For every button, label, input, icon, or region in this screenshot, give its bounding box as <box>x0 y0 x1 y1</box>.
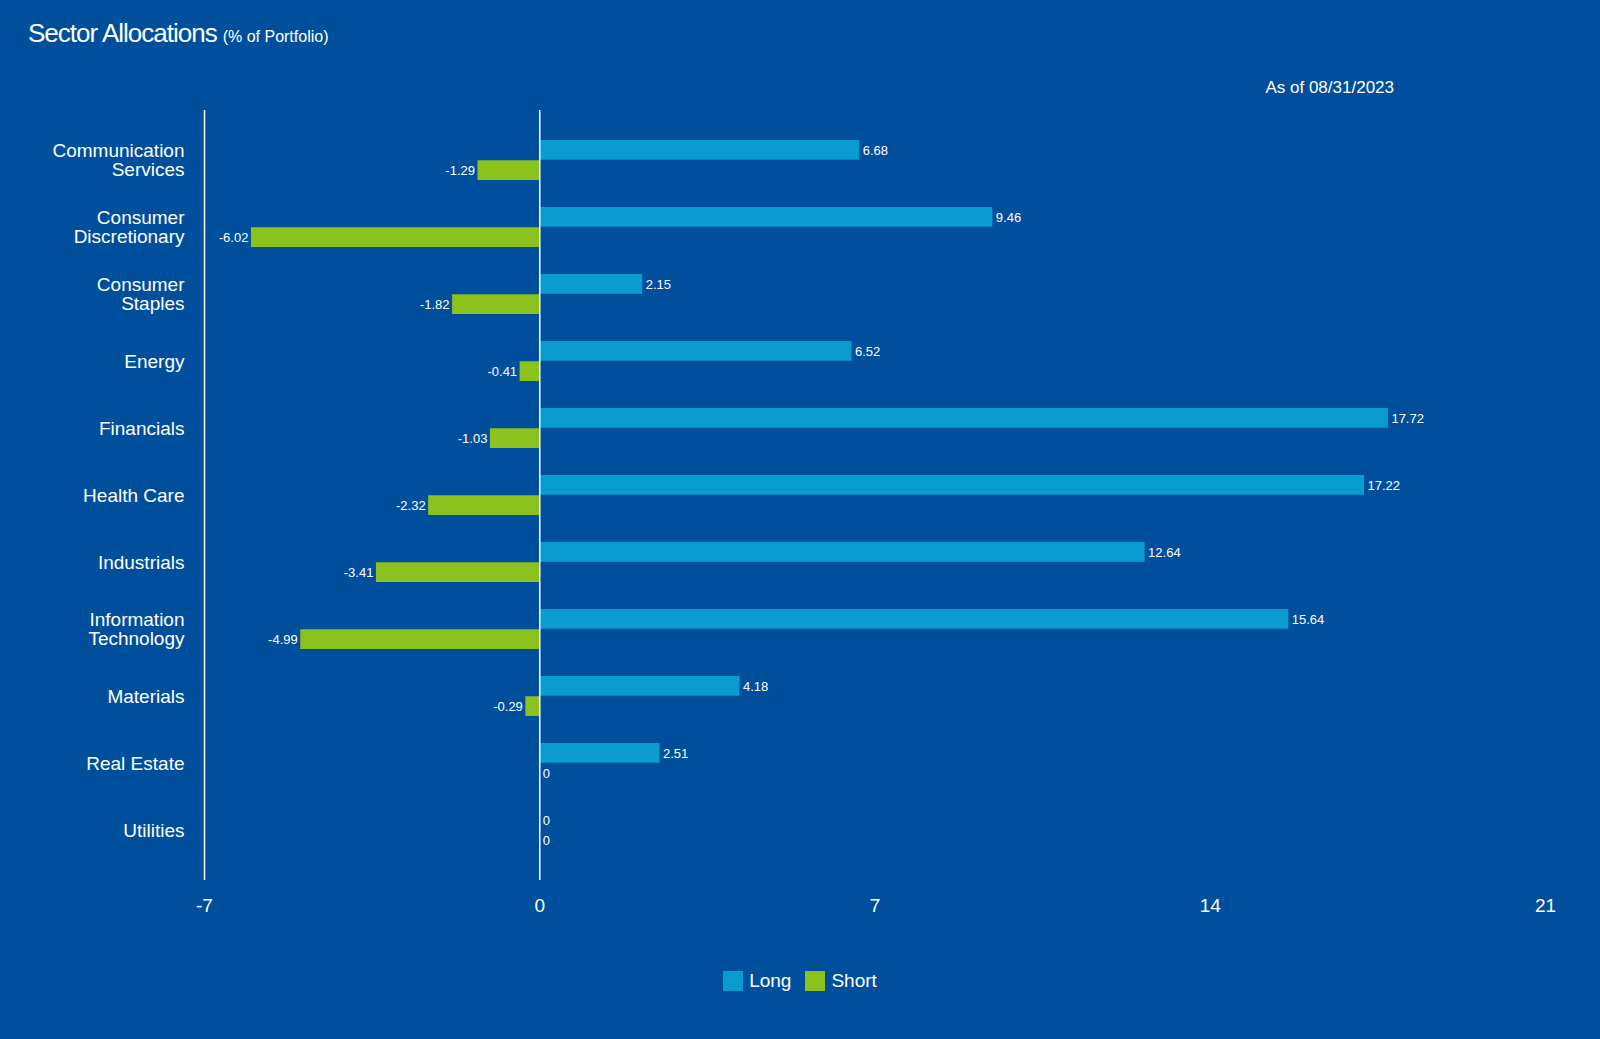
svg-text:-1.29: -1.29 <box>445 163 475 178</box>
html-text:As of 08/31/2023: As of 08/31/2023 <box>1265 78 1394 97</box>
svg-text:Energy: Energy <box>124 351 185 372</box>
svg-text:Real Estate: Real Estate <box>86 753 184 774</box>
svg-text:6.68: 6.68 <box>863 143 888 158</box>
svg-text:Materials: Materials <box>107 686 184 707</box>
svg-text:-4.99: -4.99 <box>268 632 298 647</box>
svg-text:7: 7 <box>870 895 881 916</box>
svg-text:-7: -7 <box>196 895 213 916</box>
svg-text:12.64: 12.64 <box>1148 545 1181 560</box>
svg-text:17.72: 17.72 <box>1391 411 1424 426</box>
svg-text:-6.02: -6.02 <box>219 230 249 245</box>
svg-text:-1.03: -1.03 <box>458 431 488 446</box>
svg-text:14: 14 <box>1200 895 1222 916</box>
svg-text:-0.29: -0.29 <box>493 699 523 714</box>
svg-text:-3.41: -3.41 <box>344 565 374 580</box>
svg-text:Utilities: Utilities <box>123 820 184 841</box>
svg-text:InformationTechnology: InformationTechnology <box>88 609 185 649</box>
svg-text:0: 0 <box>543 766 550 781</box>
svg-text:0: 0 <box>534 895 545 916</box>
html-text:Short: Short <box>831 970 877 991</box>
svg-text:Industrials: Industrials <box>98 552 185 573</box>
svg-text:ConsumerStaples: ConsumerStaples <box>97 274 185 314</box>
svg-text:-2.32: -2.32 <box>396 498 426 513</box>
svg-text:0: 0 <box>543 813 550 828</box>
svg-text:9.46: 9.46 <box>996 210 1021 225</box>
svg-text:0: 0 <box>543 833 550 848</box>
svg-text:Health Care: Health Care <box>83 485 184 506</box>
svg-text:21: 21 <box>1535 895 1556 916</box>
svg-text:2.51: 2.51 <box>663 746 688 761</box>
html-text:Long: Long <box>749 970 792 991</box>
svg-text:-1.82: -1.82 <box>420 297 450 312</box>
svg-text:Financials: Financials <box>99 418 185 439</box>
svg-text:-0.41: -0.41 <box>487 364 517 379</box>
svg-text:17.22: 17.22 <box>1367 478 1400 493</box>
html-text:Sector Allocations (% of Portf: Sector Allocations (% of Portfolio) <box>28 18 329 48</box>
svg-text:6.52: 6.52 <box>855 344 880 359</box>
svg-text:ConsumerDiscretionary: ConsumerDiscretionary <box>74 207 186 247</box>
svg-text:CommunicationServices: CommunicationServices <box>53 140 185 180</box>
svg-text:15.64: 15.64 <box>1292 612 1325 627</box>
svg-text:4.18: 4.18 <box>743 679 768 694</box>
svg-text:2.15: 2.15 <box>646 277 671 292</box>
